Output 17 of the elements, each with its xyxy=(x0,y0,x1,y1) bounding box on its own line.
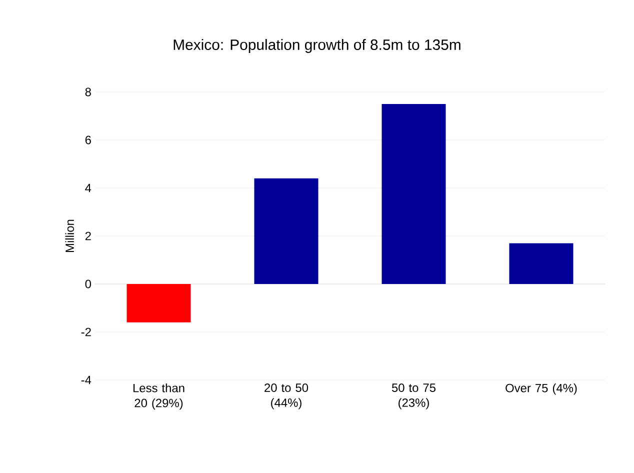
y-tick-label: 2 xyxy=(85,232,91,240)
x-tick-label: Less than 20 (29%) xyxy=(133,384,184,410)
y-tick-label: -2 xyxy=(81,328,91,336)
y-tick-label: 8 xyxy=(85,88,91,96)
x-tick-label: 20 to 50 (44%) xyxy=(264,384,308,410)
y-tick-label: 4 xyxy=(85,184,92,192)
x-tick-label: 50 to 75 (23%) xyxy=(392,384,436,410)
x-tick-label: Over 75 (4%) xyxy=(506,384,577,395)
bar xyxy=(126,284,191,322)
chart-title: Mexico: Population growth of 8.5m to 135m xyxy=(174,39,460,53)
bar xyxy=(254,178,318,284)
y-tick-label: 6 xyxy=(85,136,91,144)
y-tick-label: 0 xyxy=(85,280,92,288)
bar xyxy=(509,243,574,284)
bar xyxy=(382,104,446,284)
y-tick-label: -4 xyxy=(81,376,92,384)
y-axis-title: Million xyxy=(65,220,74,252)
